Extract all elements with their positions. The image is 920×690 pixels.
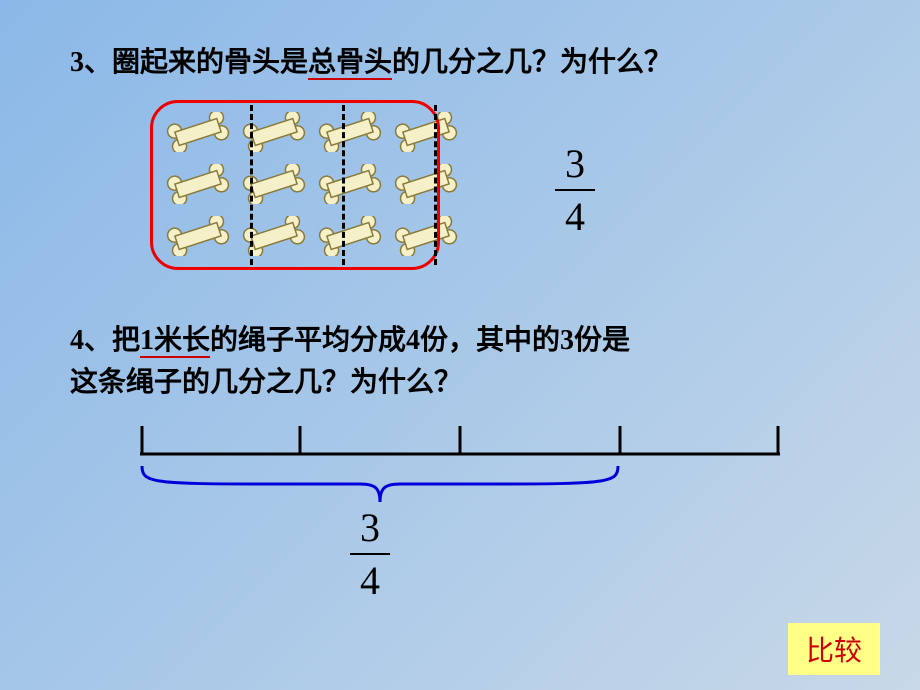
fraction-top-den: 4	[555, 193, 595, 240]
bones-diagram: 3 4	[150, 100, 850, 280]
ruler-diagram	[140, 414, 780, 464]
bone-icon	[164, 164, 232, 204]
question-3: 3、圈起来的骨头是总骨头的几分之几？为什么？	[70, 40, 850, 80]
q4-underlined: 1米长	[140, 325, 210, 358]
q4-after1: 的绳子平均分成4份，其中的3份是	[210, 325, 630, 356]
bone-icon	[316, 164, 384, 204]
bone-column	[392, 112, 460, 268]
fraction-bottom-den: 4	[350, 557, 390, 604]
bone-icon	[392, 216, 460, 256]
bone-column	[316, 112, 384, 268]
bone-column	[164, 112, 232, 268]
slide-content: 3、圈起来的骨头是总骨头的几分之几？为什么？ 3 4 4、把1米长的绳子平均分成…	[0, 0, 920, 604]
q4-number: 4、	[70, 325, 112, 356]
ruler-svg	[140, 414, 780, 464]
divider-2	[342, 105, 345, 265]
q3-underlined: 总骨头	[308, 47, 392, 80]
bone-icon	[164, 112, 232, 152]
divider-1	[250, 105, 253, 265]
bone-icon	[316, 112, 384, 152]
divider-3	[434, 105, 437, 265]
bone-icon	[164, 216, 232, 256]
brace-svg	[140, 464, 620, 504]
q4-before: 把	[112, 325, 140, 356]
brace-diagram	[140, 464, 620, 504]
fraction-bottom-num: 3	[350, 504, 390, 551]
bone-icon	[392, 164, 460, 204]
compare-button[interactable]: 比较	[788, 623, 880, 675]
bone-icon	[392, 112, 460, 152]
bone-icon	[316, 216, 384, 256]
q4-line2: 这条绳子的几分之几？为什么？	[70, 367, 462, 398]
q3-number: 3、	[70, 47, 112, 78]
question-4: 4、把1米长的绳子平均分成4份，其中的3份是 这条绳子的几分之几？为什么？	[70, 320, 850, 404]
fraction-top: 3 4	[555, 140, 595, 240]
fraction-bottom-line	[350, 553, 390, 555]
fraction-top-line	[555, 189, 595, 191]
fraction-top-num: 3	[555, 140, 595, 187]
q3-before: 圈起来的骨头是	[112, 47, 308, 78]
fraction-bottom: 3 4	[350, 504, 390, 604]
q3-after: 的几分之几？为什么？	[392, 47, 672, 78]
bone-grid	[164, 112, 468, 268]
